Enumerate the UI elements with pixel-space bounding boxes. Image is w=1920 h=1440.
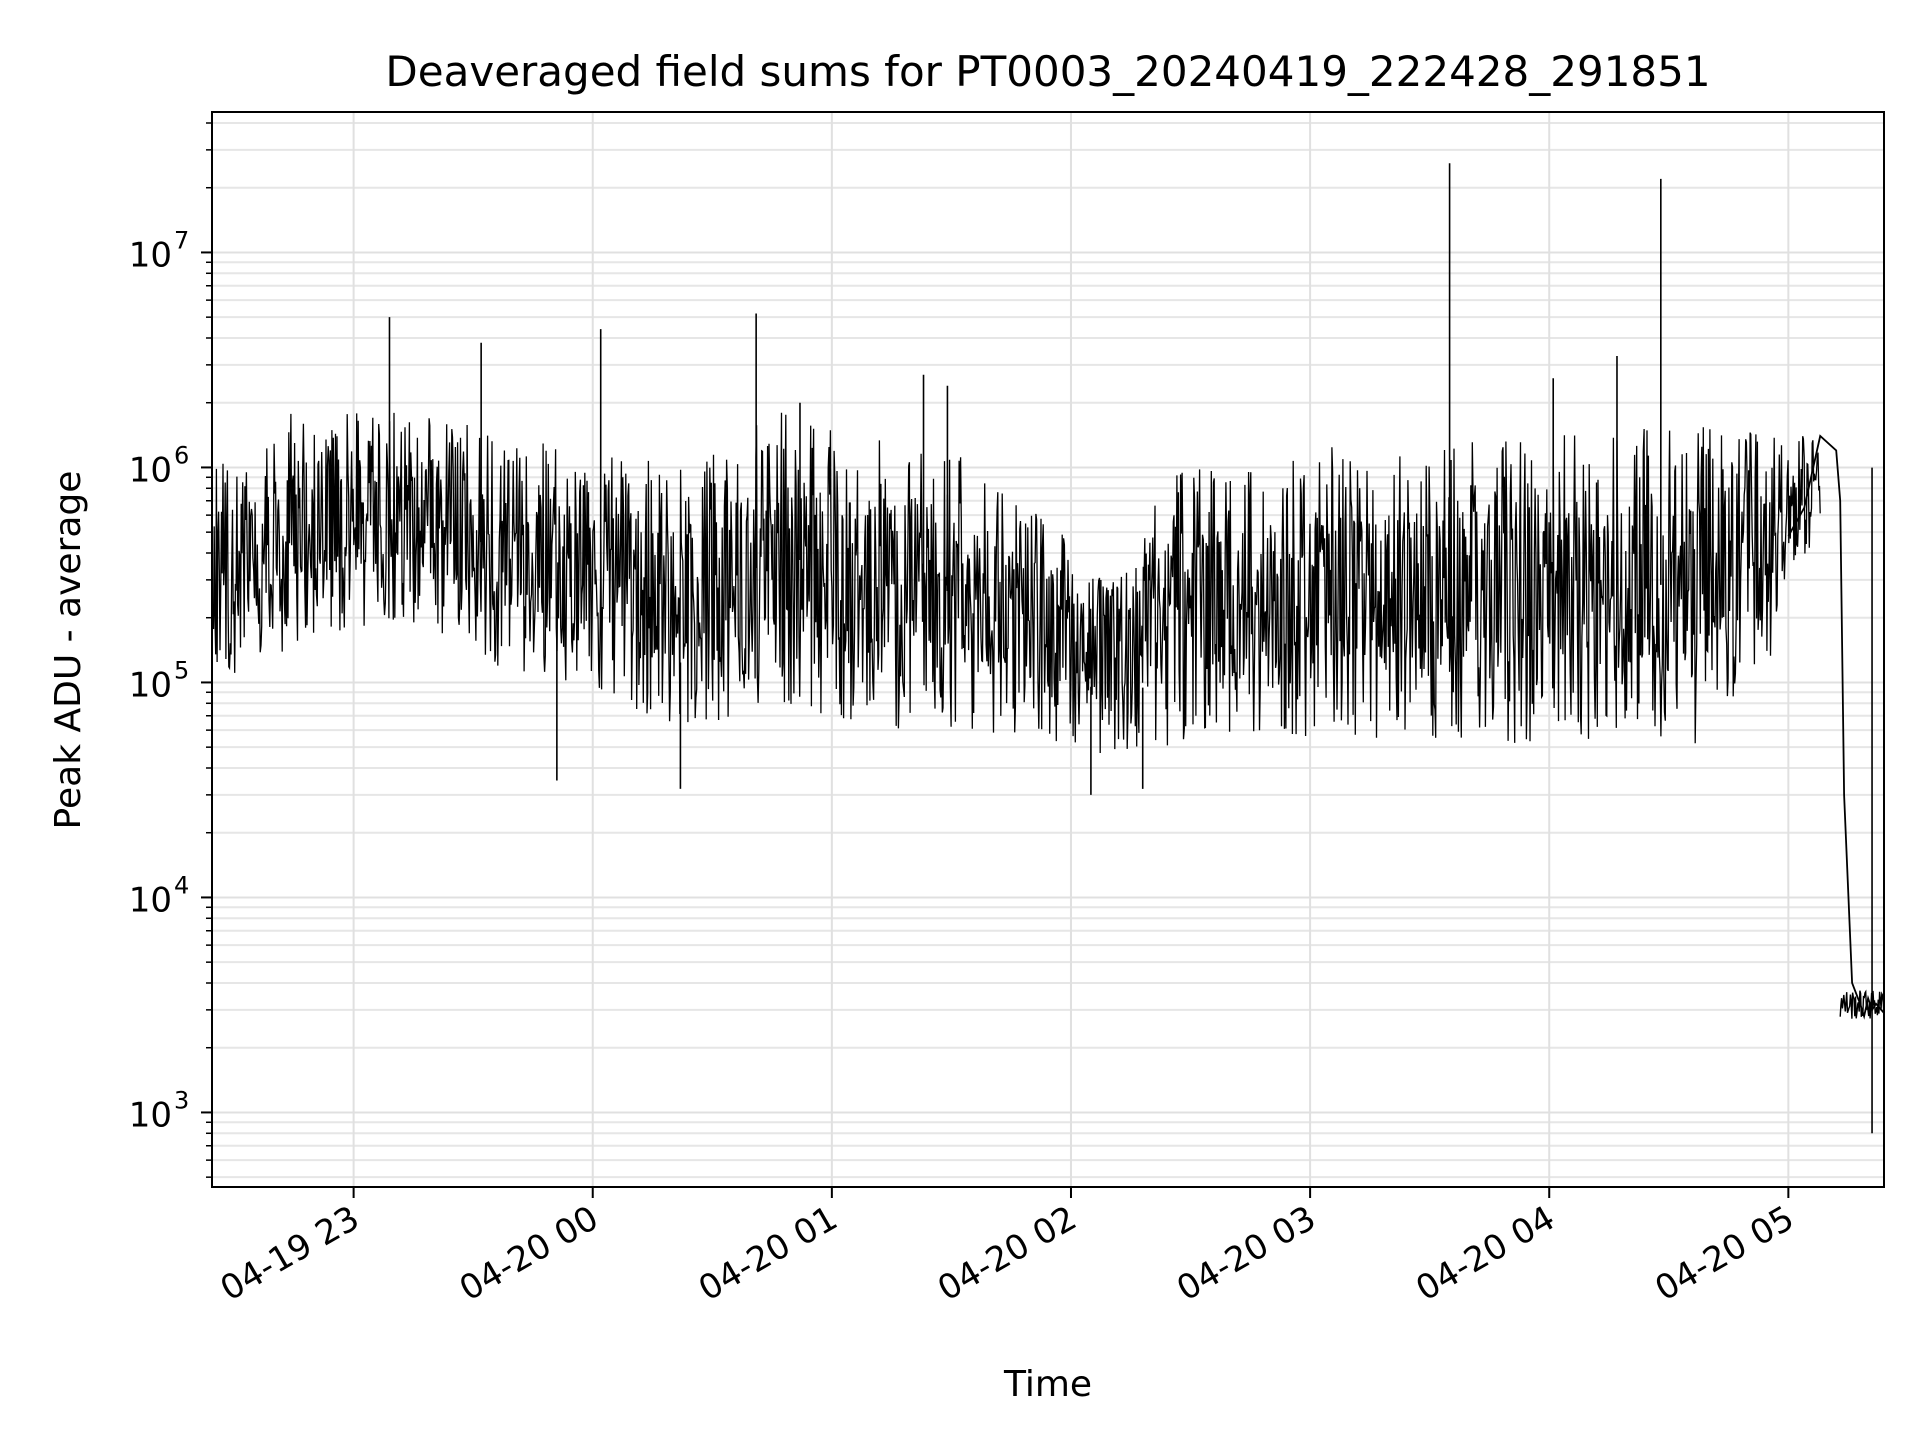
y-axis-label: Peak ADU - average (48, 471, 89, 830)
y-tick-exponent: 7 (174, 226, 189, 254)
y-tick-label: 10 (129, 880, 172, 920)
y-tick-label: 10 (129, 1095, 172, 1135)
y-tick-exponent: 5 (174, 656, 189, 684)
x-axis-label: Time (1003, 1364, 1092, 1405)
y-tick-label: 10 (129, 235, 172, 275)
y-tick-exponent: 6 (174, 441, 189, 469)
y-tick-label: 10 (129, 665, 172, 705)
noise-trace (211, 412, 1821, 754)
plot-frame (211, 111, 1885, 1188)
data-layer (211, 163, 1885, 1134)
y-tick-label: 10 (129, 450, 172, 490)
y-tick-exponent: 3 (174, 1086, 189, 1114)
tail-trace (1839, 989, 1885, 1019)
chart-title: Deaveraged field sums for PT0003_2024041… (385, 47, 1710, 96)
y-tick-exponent: 4 (174, 871, 189, 899)
